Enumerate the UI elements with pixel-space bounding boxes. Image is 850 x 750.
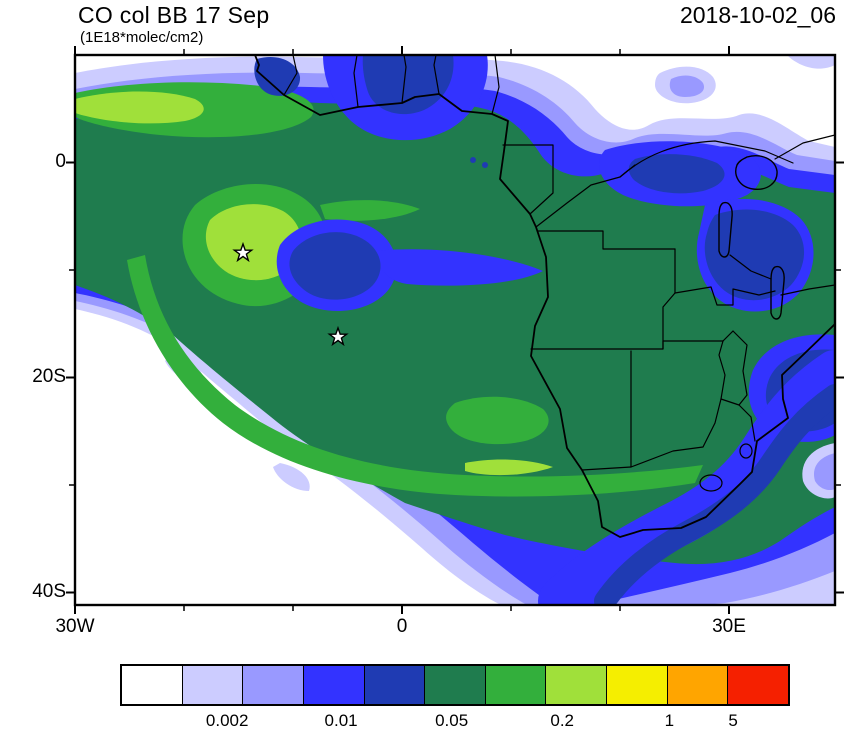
colorbar-cell — [727, 666, 789, 704]
x-axis-label-30e: 30E — [712, 616, 746, 637]
contour-layers — [75, 55, 835, 605]
colorbar-tick-label: 0.2 — [550, 711, 575, 730]
lake-victoria — [735, 155, 778, 190]
star-marker-icon — [327, 325, 349, 347]
lake-malawi — [770, 265, 785, 320]
colorbar-tick-label: 0.01 — [324, 711, 358, 730]
country-borders — [283, 55, 835, 492]
lakes — [718, 155, 785, 320]
colorbar: 0.002 0.01 0.05 0.2 1 5 — [120, 664, 790, 734]
axis-ticks — [66, 46, 844, 614]
colorbar-tick-label: 1 — [664, 711, 675, 730]
colorbar-cell — [666, 666, 728, 704]
colorbar-cell — [606, 666, 667, 704]
date-label: 2018-10-02_06 — [679, 2, 836, 28]
lake-tanganyika — [718, 201, 733, 258]
colorbar-tick-label: 5 — [728, 711, 738, 730]
colorbar-cell — [302, 666, 364, 704]
star-markers — [232, 241, 349, 347]
units-label: (1E18*molec/cm2) — [80, 29, 204, 46]
colorbar-cell — [122, 666, 182, 704]
x-axis-label-0: 0 — [396, 616, 408, 637]
colorbar-cell — [363, 666, 425, 704]
colorbar-cell — [242, 666, 303, 704]
colorbar-tick-label: 0.002 — [205, 711, 249, 730]
colorbar-cell — [424, 666, 485, 704]
y-axis-label-40s: 40S — [32, 581, 66, 602]
colorbar-labels: 0.002 0.01 0.05 0.2 1 5 — [120, 706, 790, 734]
star-marker-icon — [232, 241, 254, 263]
plot-title: CO col BB 17 Sep — [78, 2, 270, 28]
map-canvas — [66, 46, 844, 614]
colorbar-cell — [181, 666, 243, 704]
plot-frame — [73, 53, 837, 607]
colorbar-cells — [120, 664, 790, 706]
colorbar-tick-label: 0.05 — [435, 711, 469, 730]
x-axis-label-30w: 30W — [55, 616, 95, 637]
interior-pockets — [254, 55, 835, 605]
colorbar-cell — [545, 666, 607, 704]
y-axis-label-20s: 20S — [32, 366, 66, 387]
colorbar-cell — [484, 666, 546, 704]
y-axis-label-0: 0 — [55, 151, 66, 172]
